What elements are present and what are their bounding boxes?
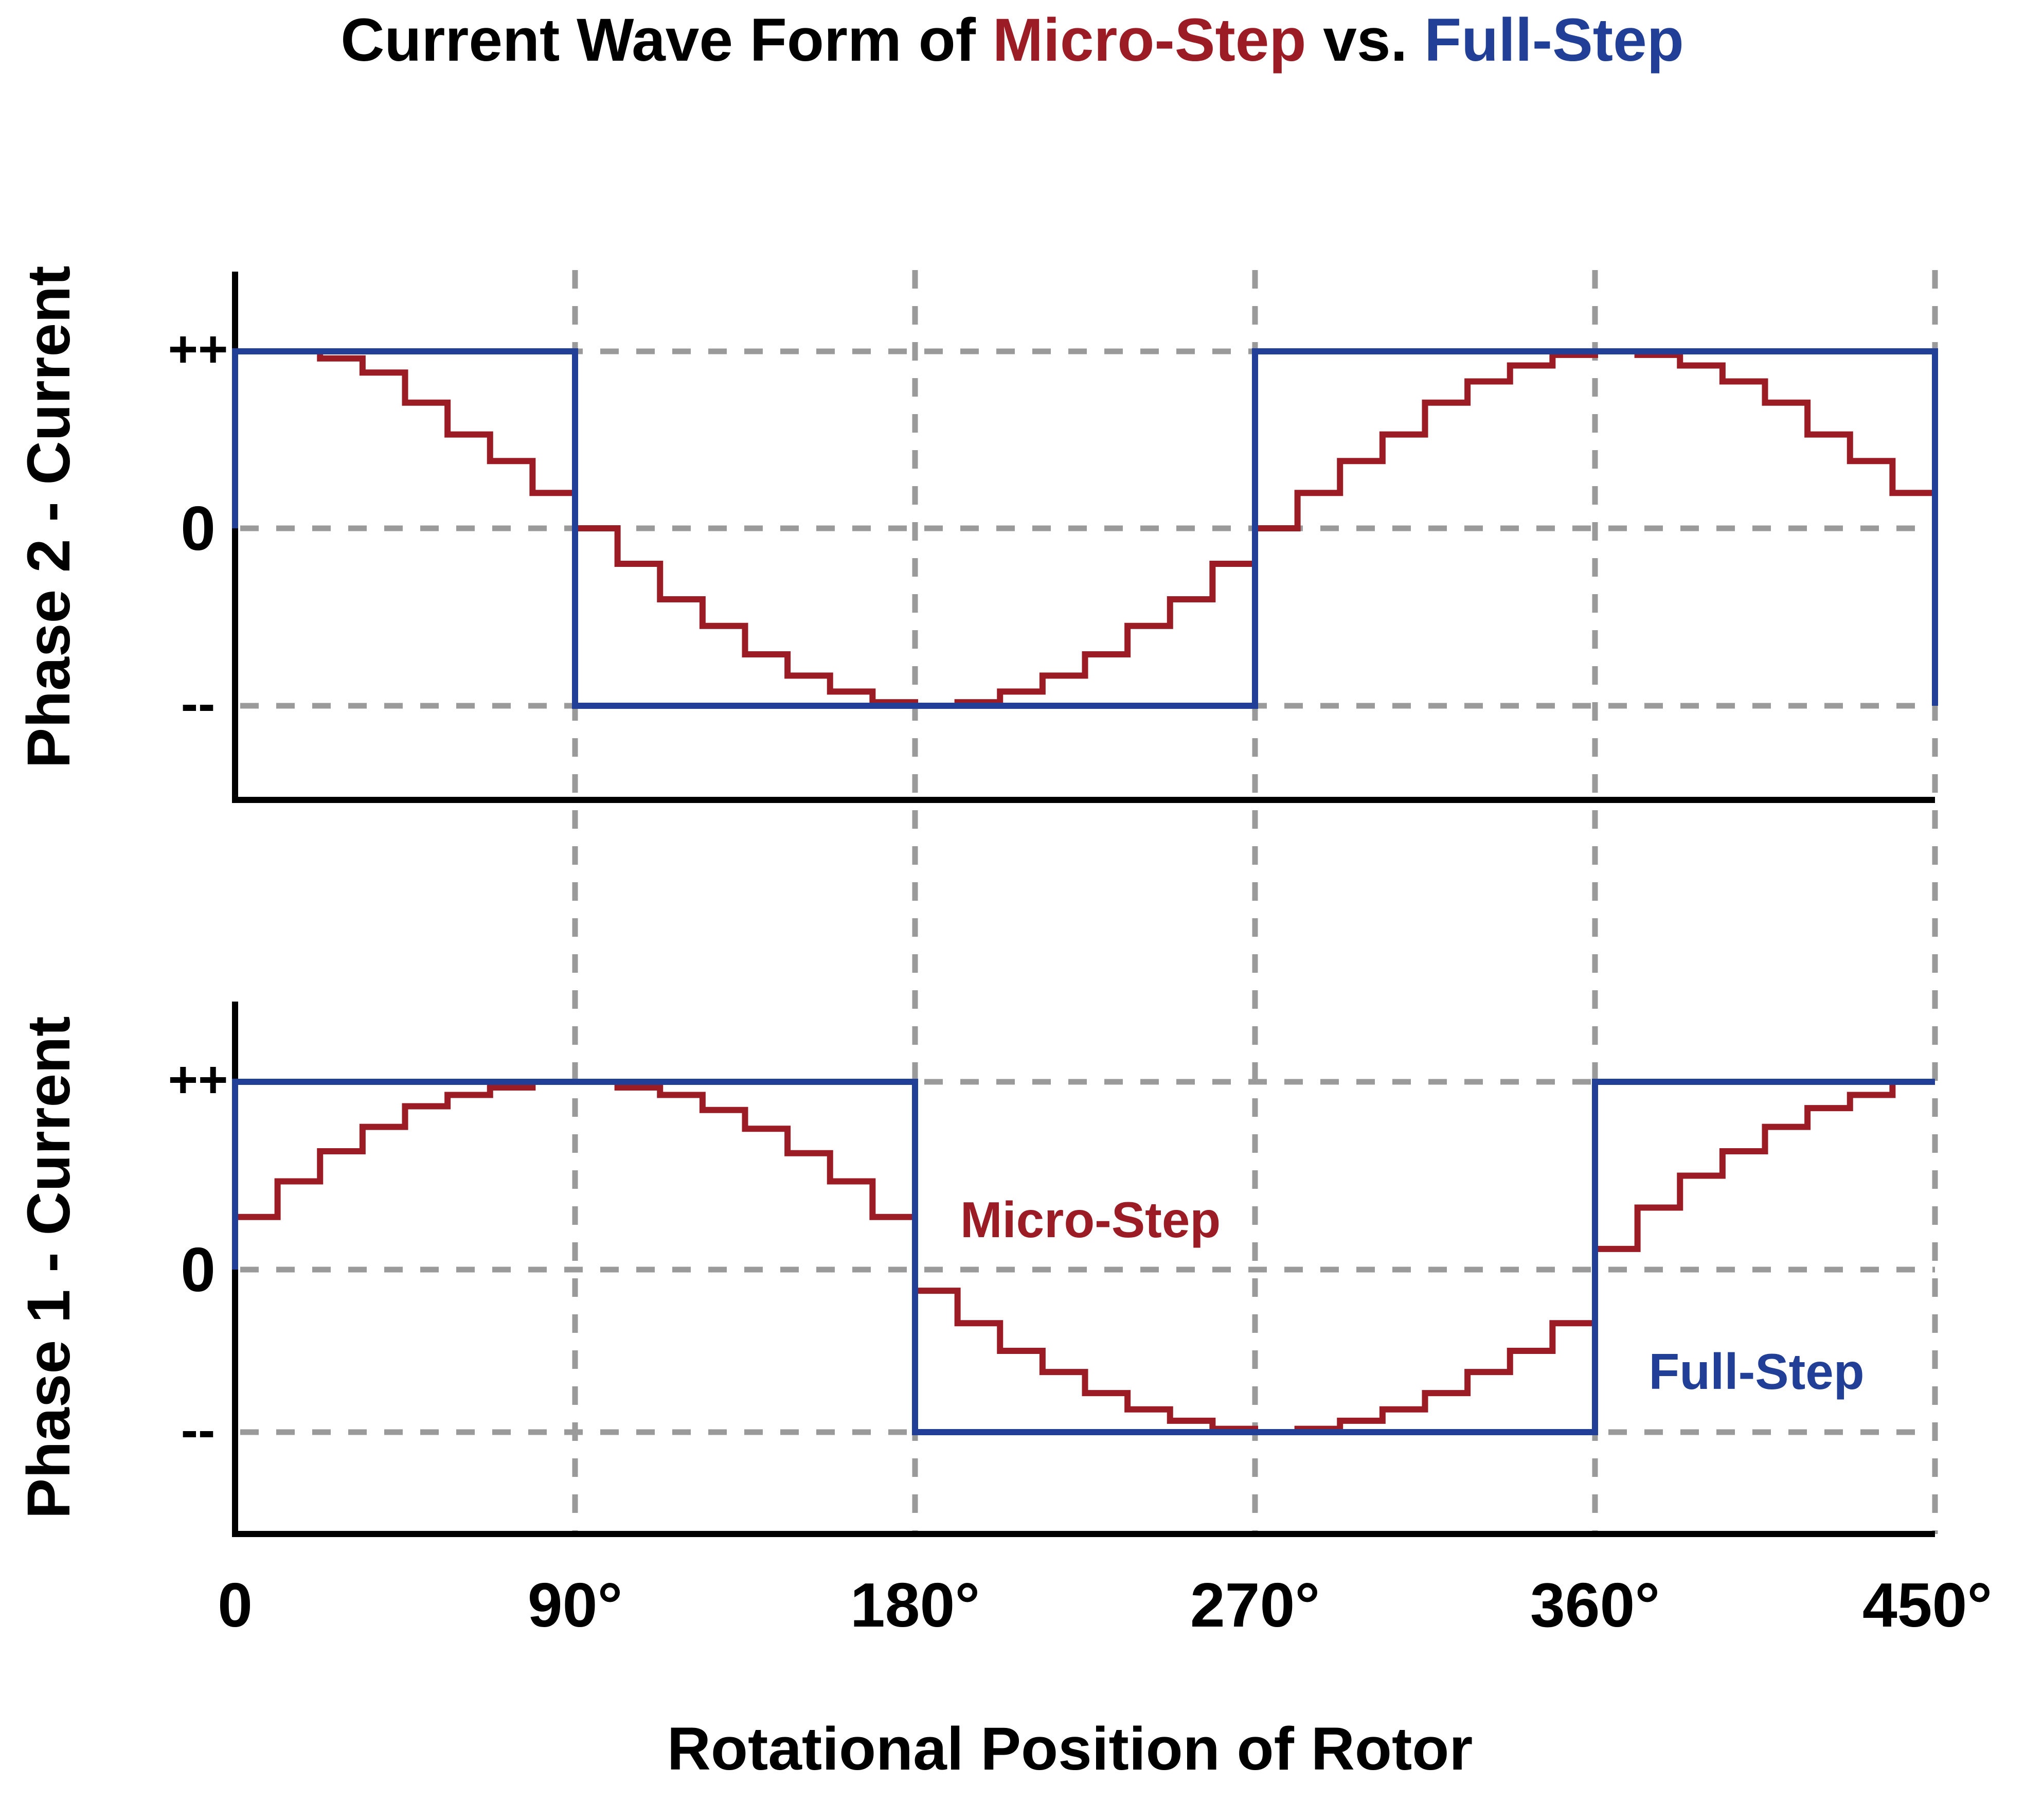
micro-step-series-line xyxy=(232,1079,1935,1435)
y-tick-label: ++ xyxy=(168,320,228,378)
title-micro-step: Micro-Step xyxy=(993,6,1306,74)
y-tick-label: -- xyxy=(181,1401,216,1459)
full-step-series-line xyxy=(232,348,1938,709)
y-tick-label: 0 xyxy=(181,493,216,563)
title-full-step: Full-Step xyxy=(1424,6,1684,74)
micro-step-series-line xyxy=(235,348,1938,709)
labels-layer: ++ 0 -- Phase 2 - Current ++ 0 -- Phase 1 - Cur… xyxy=(15,265,1992,1640)
x-tick-label: 0 xyxy=(218,1570,253,1640)
full-step-annotation: Full-Step xyxy=(1648,1343,1864,1400)
x-axis-label: Rotational Position of Rotor xyxy=(667,1715,1473,1783)
x-tick-label: 360° xyxy=(1530,1570,1660,1640)
micro-step-annotation: Micro-Step xyxy=(960,1191,1221,1248)
x-tick-label: 180° xyxy=(850,1570,980,1640)
x-tick-label: 270° xyxy=(1190,1570,1320,1640)
x-tick-label: 450° xyxy=(1862,1570,1992,1640)
series-layer xyxy=(232,348,1938,1435)
x-tick-label: 90° xyxy=(528,1570,623,1640)
y-axis-label: Phase 1 - Current xyxy=(15,1016,83,1519)
y-tick-label: ++ xyxy=(168,1051,228,1109)
title-part-3: vs. xyxy=(1306,6,1424,74)
y-tick-label: -- xyxy=(181,675,216,733)
full-step-series-line xyxy=(232,1079,1935,1435)
y-axis-label: Phase 2 - Current xyxy=(15,265,83,768)
y-tick-label: 0 xyxy=(181,1235,216,1305)
title-part-1: Current Wave Form of xyxy=(341,6,993,74)
chart-title: Current Wave Form of Micro-Step vs. Full… xyxy=(341,6,1684,74)
